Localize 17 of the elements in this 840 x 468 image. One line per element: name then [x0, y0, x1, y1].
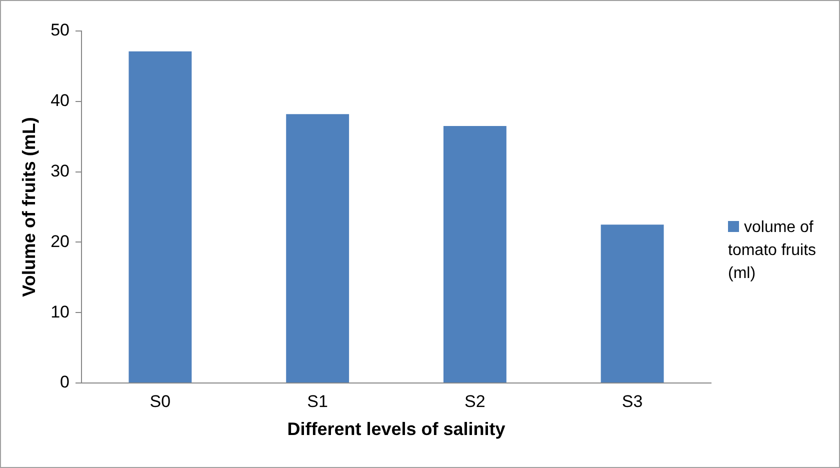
x-tick-label: S3	[622, 392, 643, 411]
bar	[128, 51, 192, 382]
bar	[600, 224, 664, 382]
y-tick-label: 10	[50, 302, 70, 322]
y-tick-label: 30	[50, 161, 70, 180]
x-tick-label: S1	[307, 392, 328, 411]
x-axis-title: Different levels of salinity	[287, 419, 506, 440]
x-tick-label: S2	[464, 392, 486, 411]
bar	[443, 126, 506, 382]
y-tick-label: 20	[50, 232, 70, 251]
y-tick-label: 0	[60, 372, 70, 392]
bar	[286, 114, 350, 382]
y-tick-label: 50	[50, 20, 70, 40]
y-tick-label: 40	[50, 91, 70, 110]
legend-label: volume of tomato fruits (ml)	[728, 218, 818, 284]
x-tick-label: S0	[150, 392, 171, 411]
y-axis-title: Volume of fruits (mL)	[18, 117, 39, 297]
